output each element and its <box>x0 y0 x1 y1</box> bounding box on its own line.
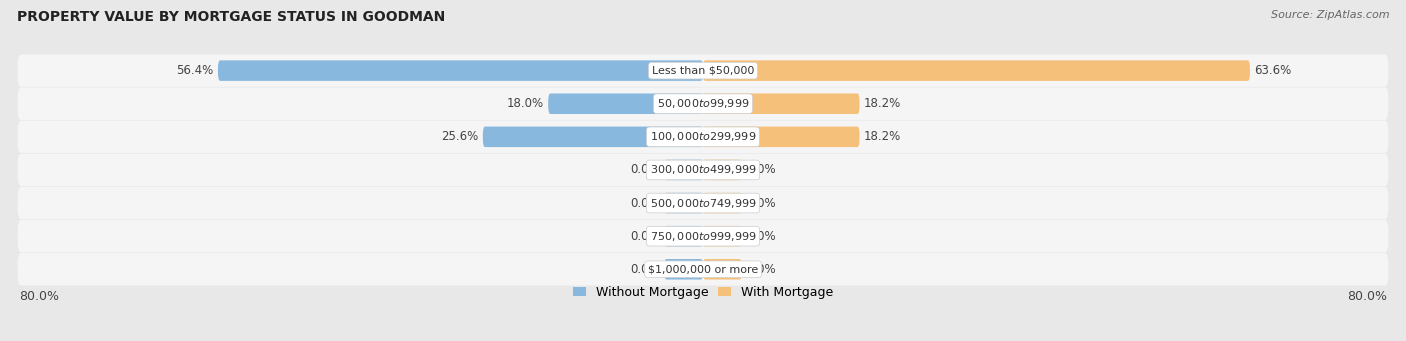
Text: 0.0%: 0.0% <box>630 229 661 243</box>
FancyBboxPatch shape <box>664 160 703 180</box>
FancyBboxPatch shape <box>703 193 742 213</box>
Text: 18.0%: 18.0% <box>508 97 544 110</box>
Legend: Without Mortgage, With Mortgage: Without Mortgage, With Mortgage <box>568 281 838 304</box>
Text: $500,000 to $749,999: $500,000 to $749,999 <box>650 196 756 210</box>
FancyBboxPatch shape <box>703 226 742 247</box>
Text: 80.0%: 80.0% <box>1347 290 1386 303</box>
FancyBboxPatch shape <box>664 226 703 247</box>
Text: 0.0%: 0.0% <box>745 229 776 243</box>
Text: 0.0%: 0.0% <box>630 163 661 176</box>
Text: $300,000 to $499,999: $300,000 to $499,999 <box>650 163 756 176</box>
FancyBboxPatch shape <box>218 60 703 81</box>
Text: $100,000 to $299,999: $100,000 to $299,999 <box>650 130 756 143</box>
FancyBboxPatch shape <box>703 60 1250 81</box>
Text: 0.0%: 0.0% <box>630 196 661 210</box>
FancyBboxPatch shape <box>18 55 1388 87</box>
Text: 0.0%: 0.0% <box>745 263 776 276</box>
FancyBboxPatch shape <box>18 154 1388 186</box>
FancyBboxPatch shape <box>18 121 1388 153</box>
FancyBboxPatch shape <box>18 220 1388 252</box>
FancyBboxPatch shape <box>548 93 703 114</box>
Text: 0.0%: 0.0% <box>745 163 776 176</box>
Text: 80.0%: 80.0% <box>20 290 59 303</box>
Text: 18.2%: 18.2% <box>863 130 901 143</box>
Text: 63.6%: 63.6% <box>1254 64 1291 77</box>
FancyBboxPatch shape <box>18 253 1388 285</box>
Text: 0.0%: 0.0% <box>630 263 661 276</box>
FancyBboxPatch shape <box>18 187 1388 219</box>
Text: 0.0%: 0.0% <box>745 196 776 210</box>
Text: 25.6%: 25.6% <box>441 130 478 143</box>
FancyBboxPatch shape <box>18 88 1388 120</box>
FancyBboxPatch shape <box>664 193 703 213</box>
Text: 18.2%: 18.2% <box>863 97 901 110</box>
FancyBboxPatch shape <box>482 127 703 147</box>
Text: $1,000,000 or more: $1,000,000 or more <box>648 264 758 274</box>
Text: $50,000 to $99,999: $50,000 to $99,999 <box>657 97 749 110</box>
FancyBboxPatch shape <box>664 259 703 280</box>
Text: PROPERTY VALUE BY MORTGAGE STATUS IN GOODMAN: PROPERTY VALUE BY MORTGAGE STATUS IN GOO… <box>17 10 446 24</box>
FancyBboxPatch shape <box>703 160 742 180</box>
FancyBboxPatch shape <box>703 259 742 280</box>
FancyBboxPatch shape <box>703 127 859 147</box>
Text: Source: ZipAtlas.com: Source: ZipAtlas.com <box>1271 10 1389 20</box>
Text: Less than $50,000: Less than $50,000 <box>652 65 754 76</box>
FancyBboxPatch shape <box>703 93 859 114</box>
Text: 56.4%: 56.4% <box>177 64 214 77</box>
Text: $750,000 to $999,999: $750,000 to $999,999 <box>650 229 756 243</box>
